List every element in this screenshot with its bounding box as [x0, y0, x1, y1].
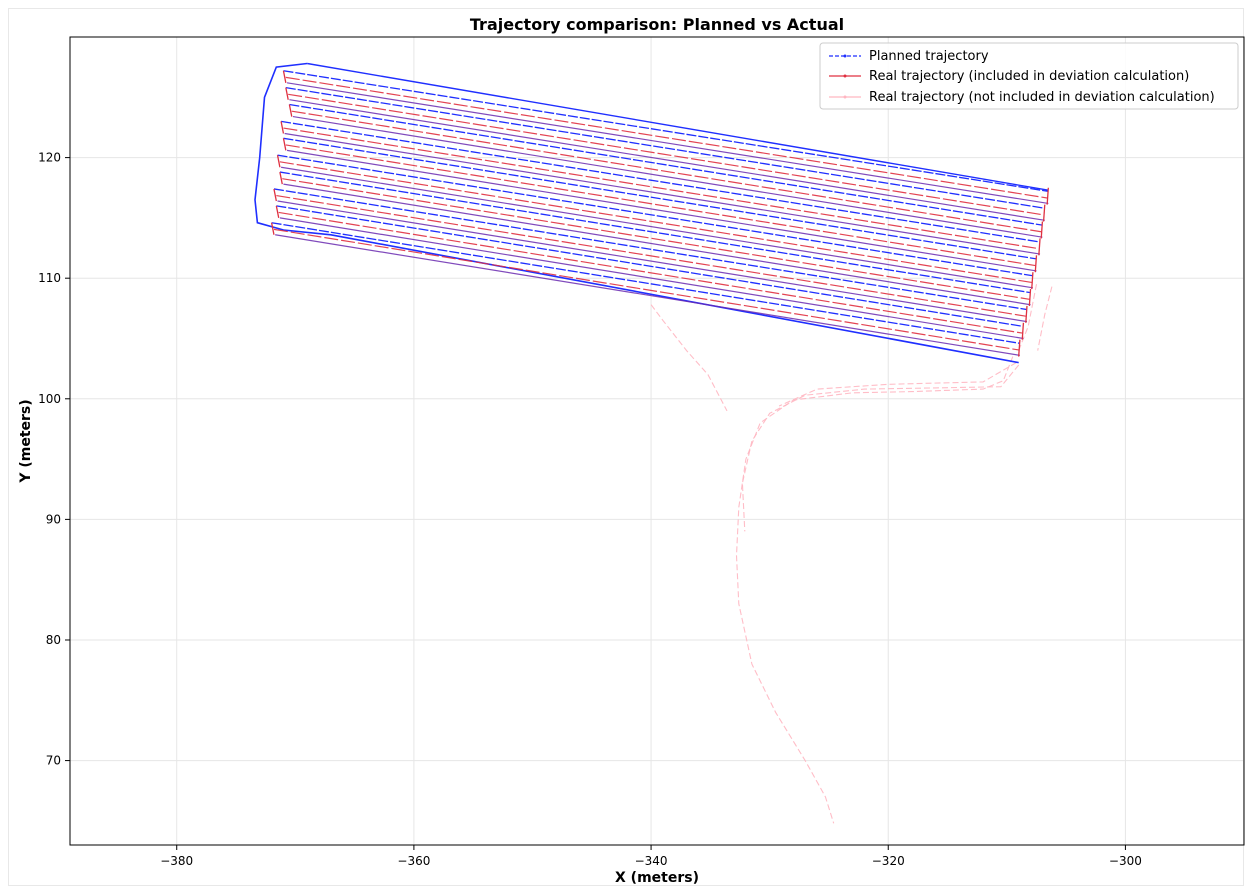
real-right-turn	[1038, 238, 1041, 256]
real-right-turn	[1018, 339, 1021, 357]
x-tick-label: −320	[872, 854, 905, 868]
real-included-row	[285, 144, 1036, 267]
real-excluded-path	[741, 364, 1020, 532]
planned-row	[279, 171, 1031, 294]
planned-row	[276, 205, 1024, 328]
real-left-turn	[288, 104, 293, 117]
real-included-row-overlap	[275, 234, 1020, 356]
y-axis-label: Y (meters)	[18, 399, 34, 483]
real-included-row	[285, 76, 1048, 199]
real-included-row	[273, 228, 1019, 351]
x-axis-ticks: −380 −360 −340 −320 −300	[160, 845, 1142, 868]
real-right-turn	[1042, 204, 1046, 222]
real-included-row-overlap	[289, 99, 1045, 221]
legend-marker-real-included	[843, 74, 847, 78]
planned-outer-loop	[254, 62, 1019, 364]
real-included-row	[278, 211, 1023, 334]
real-left-turn	[285, 87, 289, 100]
x-tick-label: −360	[397, 854, 430, 868]
legend-label-real-included: Real trajectory (included in deviation c…	[869, 69, 1189, 84]
planned-row	[283, 70, 1049, 193]
legend-label-planned: Planned trajectory	[869, 49, 989, 64]
real-included-row-overlap	[280, 166, 1034, 289]
real-excluded-path	[1037, 286, 1053, 351]
planned-row	[271, 222, 1020, 344]
real-included-row-overlap	[286, 82, 1049, 205]
real-left-turn	[276, 155, 281, 168]
real-included-row-overlap	[284, 132, 1041, 255]
real-excluded-path	[650, 304, 728, 412]
planned-row	[280, 120, 1041, 243]
real-right-turn	[1031, 272, 1034, 290]
real-included-row	[291, 110, 1042, 233]
legend: Planned trajectory Real trajectory (incl…	[819, 42, 1239, 110]
real-left-turn	[273, 188, 277, 202]
real-excluded-path	[1018, 284, 1038, 351]
real-left-turn	[280, 121, 285, 134]
real-left-turn	[279, 171, 283, 185]
plot-border	[69, 36, 1245, 846]
real-left-turn	[282, 138, 287, 151]
real-included-row	[279, 161, 1032, 284]
legend-marker-real-excluded	[843, 95, 847, 99]
real-left-turn	[282, 70, 287, 83]
planned-row	[289, 103, 1043, 226]
real-excluded-path	[735, 356, 1014, 824]
real-included-row-overlap	[277, 200, 1028, 323]
real-included-row	[282, 178, 1030, 300]
y-tick-label: 100	[38, 392, 61, 406]
real-included-row-overlap	[279, 217, 1024, 340]
real-left-turn	[270, 222, 275, 235]
real-right-turn	[1046, 187, 1049, 205]
real-right-turn	[1021, 322, 1025, 340]
y-tick-label: 120	[38, 151, 61, 165]
grid-lines	[70, 37, 1244, 845]
x-tick-label: −380	[160, 854, 193, 868]
real-included-row	[288, 93, 1044, 216]
data-layer	[254, 62, 1053, 824]
planned-row	[285, 87, 1045, 209]
legend-marker-planned	[843, 54, 847, 58]
real-right-turn	[1025, 305, 1028, 323]
real-excluded-path	[778, 362, 1017, 407]
real-right-turn	[1028, 289, 1032, 306]
plot-area	[254, 62, 1053, 824]
y-tick-label: 70	[46, 754, 61, 768]
x-tick-label: −340	[635, 854, 668, 868]
planned-top-line	[307, 62, 1049, 191]
y-tick-label: 90	[46, 512, 61, 526]
y-tick-label: 80	[46, 633, 61, 647]
y-axis-ticks: 70 80 90 100 110 120	[38, 151, 70, 768]
y-tick-label: 110	[38, 271, 61, 285]
chart-title: Trajectory comparison: Planned vs Actual	[470, 15, 844, 34]
real-left-turn	[275, 205, 280, 219]
planned-row	[273, 188, 1028, 311]
real-included-row-overlap	[283, 183, 1031, 306]
real-right-turn	[1034, 255, 1038, 273]
real-included-row-overlap	[292, 116, 1043, 238]
legend-label-real-excluded: Real trajectory (not included in deviati…	[869, 90, 1215, 105]
real-included-row	[283, 127, 1039, 250]
x-axis-label: X (meters)	[615, 870, 699, 886]
planned-row	[277, 154, 1034, 277]
real-included-row-overlap	[286, 149, 1037, 272]
x-tick-label: −300	[1109, 854, 1142, 868]
real-included-row	[276, 194, 1026, 317]
planned-row	[283, 137, 1037, 260]
real-right-turn	[1040, 221, 1044, 239]
legend-box	[819, 42, 1239, 110]
